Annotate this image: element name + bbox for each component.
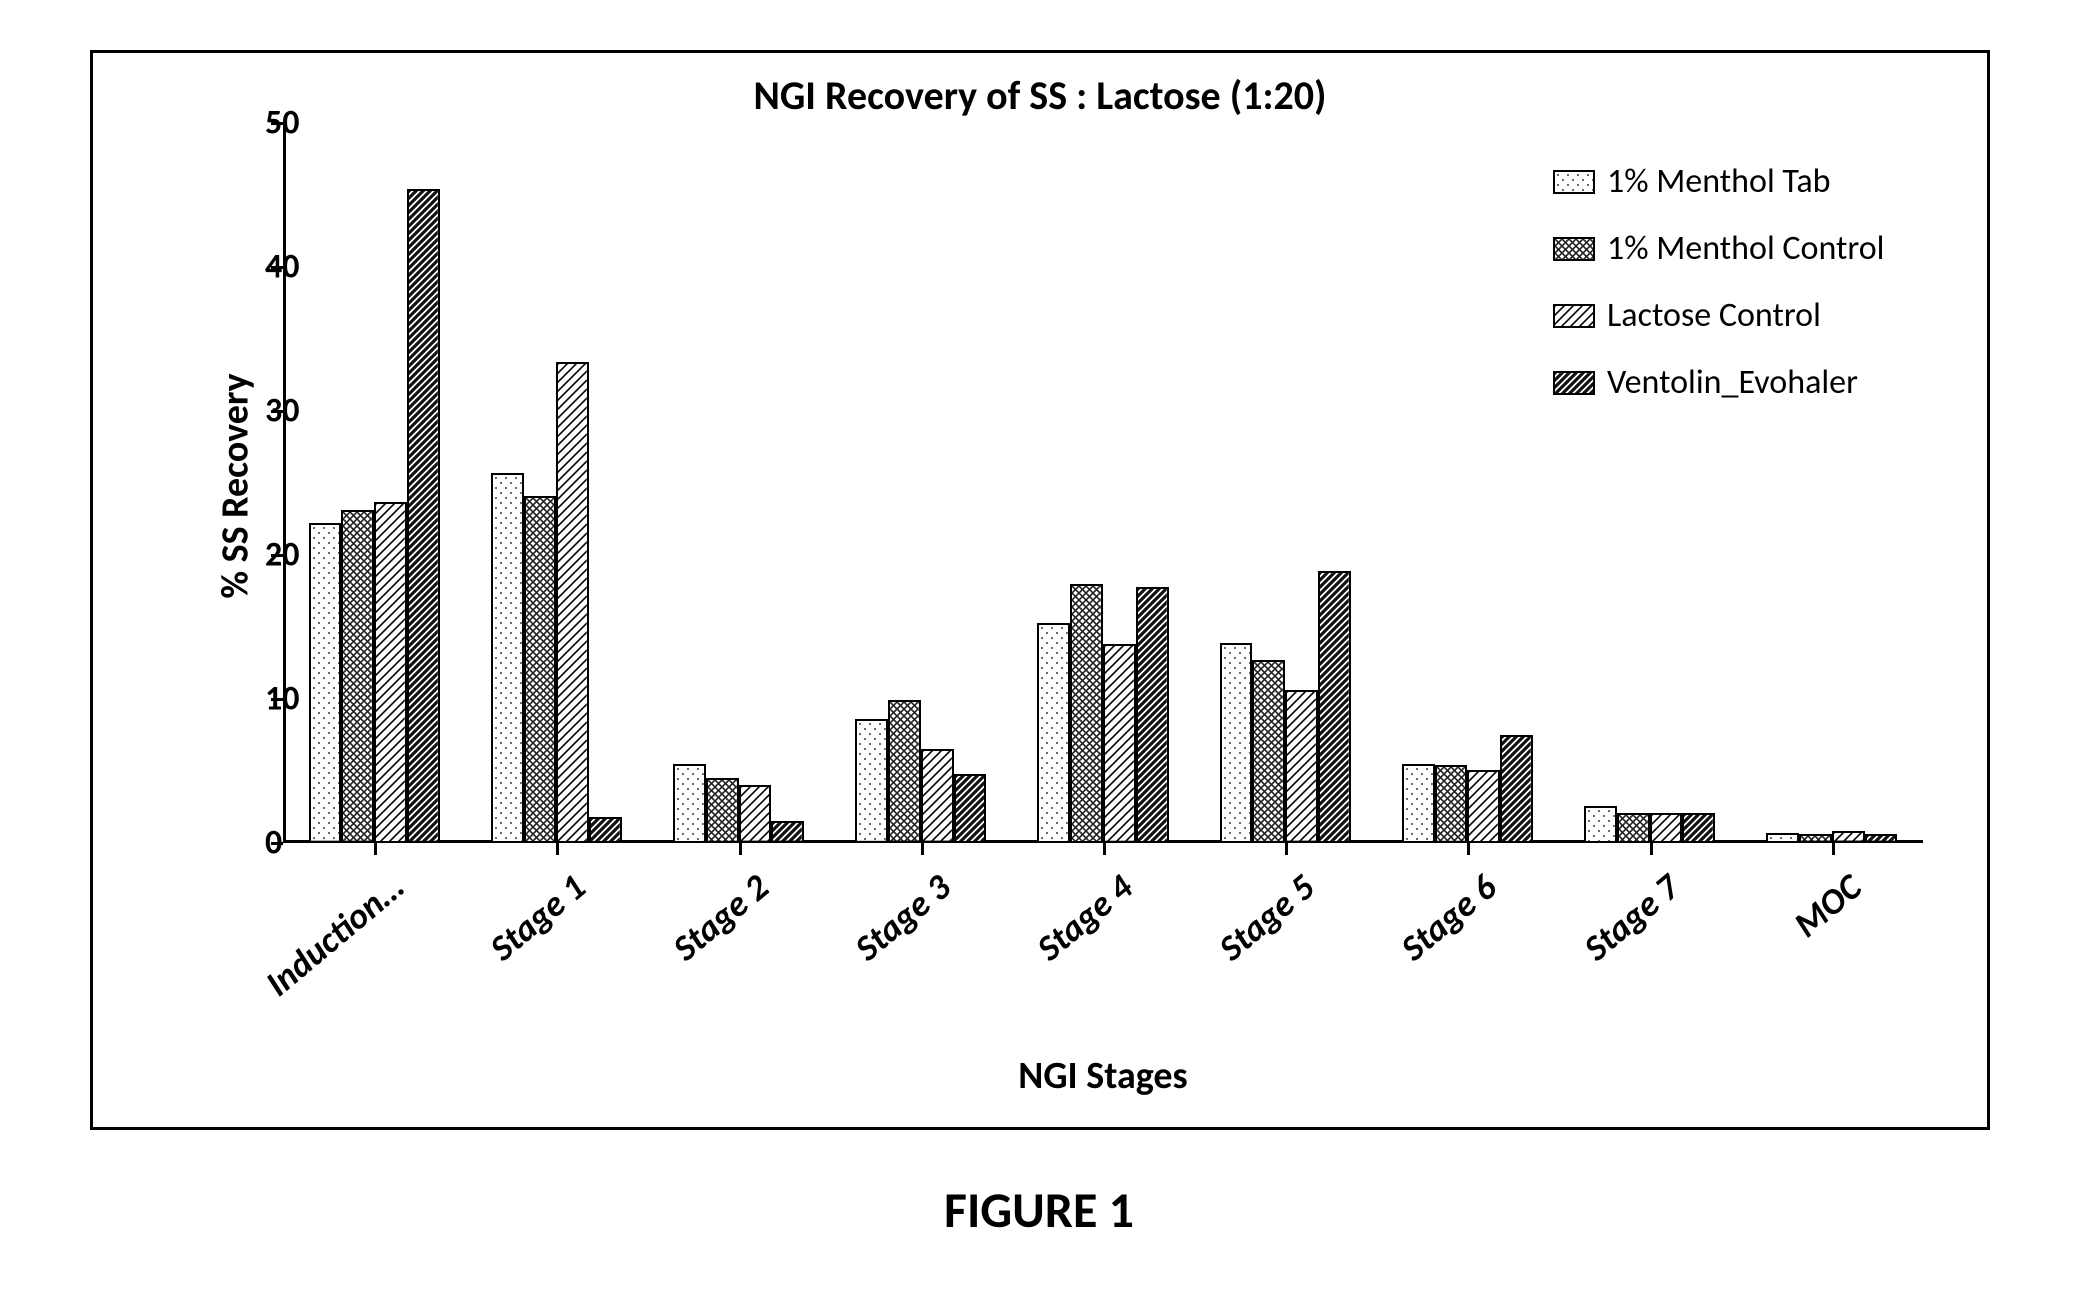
bar <box>589 817 622 843</box>
legend-swatch <box>1553 170 1595 194</box>
bar <box>1617 813 1650 843</box>
legend-item: Lactose Control <box>1553 295 1884 336</box>
legend-label: Ventolin_Evohaler <box>1607 362 1858 403</box>
x-tick-label: Induction… <box>223 865 412 1034</box>
bar <box>1402 764 1435 843</box>
legend: 1% Menthol Tab 1% Menthol Control Lactose … <box>1553 161 1884 429</box>
bar <box>341 510 374 843</box>
legend-item: 1% Menthol Tab <box>1553 161 1884 202</box>
bar <box>706 778 739 843</box>
figure-caption-text: FIGURE 1 <box>944 1180 1134 1241</box>
x-tick-label: Stage 1 <box>405 865 594 1034</box>
bar <box>1467 770 1500 843</box>
x-tick-label: Stage 5 <box>1134 865 1323 1034</box>
chart-title: NGI Recovery of SS : Lactose (1:20) <box>93 71 1987 120</box>
legend-label: 1% Menthol Tab <box>1607 161 1831 202</box>
x-tick-label: Stage 6 <box>1317 865 1506 1034</box>
bar <box>491 473 524 843</box>
x-tick-label: Stage 2 <box>588 865 777 1034</box>
legend-swatch <box>1553 237 1595 261</box>
bar <box>1252 660 1285 843</box>
x-tick <box>1285 843 1288 855</box>
bar <box>771 821 804 843</box>
legend-label: 1% Menthol Control <box>1607 228 1884 269</box>
bar <box>1650 813 1683 843</box>
bar <box>921 749 954 843</box>
legend-swatch <box>1553 371 1595 395</box>
bar <box>855 719 888 843</box>
x-tick-label: Stage 7 <box>1499 865 1688 1034</box>
y-axis-title: % SS Recovery <box>213 373 259 598</box>
legend-item: Ventolin_Evohaler <box>1553 362 1884 403</box>
bar <box>888 700 921 843</box>
x-axis-title: NGI Stages <box>283 1053 1923 1099</box>
bar <box>309 523 342 843</box>
x-tick <box>374 843 377 855</box>
x-tick <box>1650 843 1653 855</box>
x-tick-label: Stage 3 <box>770 865 959 1034</box>
legend-label: Lactose Control <box>1607 295 1821 336</box>
bar <box>1070 584 1103 843</box>
bar <box>954 774 987 843</box>
x-tick <box>556 843 559 855</box>
figure-caption: FIGURE 1 <box>0 1180 2078 1241</box>
bar <box>1220 643 1253 843</box>
x-axis-title-text: NGI Stages <box>1018 1053 1187 1099</box>
page: NGI Recovery of SS : Lactose (1:20) <box>0 0 2078 1295</box>
bar <box>1500 735 1533 843</box>
x-tick <box>1467 843 1470 855</box>
bar <box>374 502 407 843</box>
bar <box>556 362 589 843</box>
x-tick-label: MOC <box>1681 865 1870 1034</box>
bar <box>1865 834 1898 843</box>
bar <box>1682 813 1715 843</box>
bar <box>1318 571 1351 843</box>
bar <box>1584 806 1617 843</box>
x-tick <box>1832 843 1835 855</box>
bar <box>1037 623 1070 843</box>
x-tick-label: Stage 4 <box>952 865 1141 1034</box>
y-axis-line <box>283 123 286 843</box>
bar <box>407 189 440 843</box>
chart-frame: NGI Recovery of SS : Lactose (1:20) <box>90 50 1990 1130</box>
chart-title-text: NGI Recovery of SS : Lactose (1:20) <box>753 71 1326 120</box>
bar <box>1103 644 1136 843</box>
bar <box>1435 765 1468 843</box>
legend-item: 1% Menthol Control <box>1553 228 1884 269</box>
x-tick <box>739 843 742 855</box>
bar <box>1832 831 1865 843</box>
bar <box>524 496 557 843</box>
bar <box>673 764 706 843</box>
bar <box>1136 587 1169 843</box>
bar <box>1799 834 1832 843</box>
bar <box>1766 833 1799 843</box>
x-tick <box>1103 843 1106 855</box>
y-axis-title-text: % SS Recovery <box>213 373 259 598</box>
bar <box>1285 690 1318 843</box>
bar <box>739 785 772 843</box>
legend-swatch <box>1553 304 1595 328</box>
x-tick <box>921 843 924 855</box>
